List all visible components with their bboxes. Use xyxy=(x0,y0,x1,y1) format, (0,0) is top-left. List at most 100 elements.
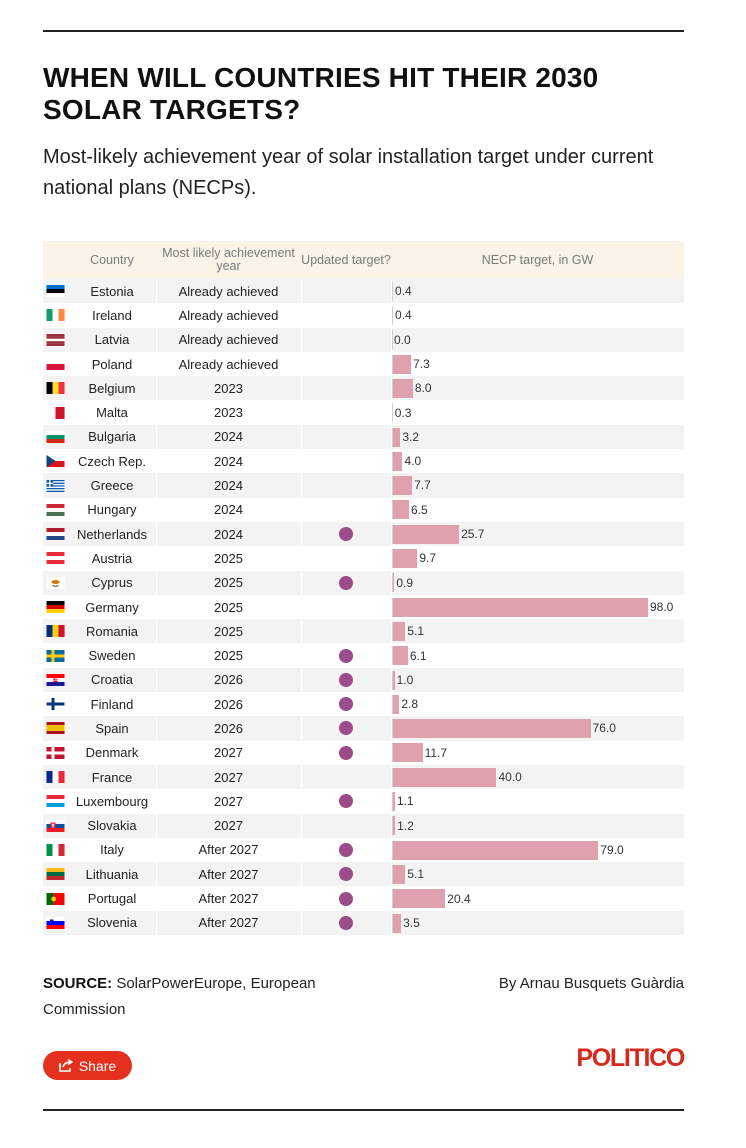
updated-cell xyxy=(301,692,391,716)
flag-cell xyxy=(43,522,68,546)
updated-target-dot xyxy=(339,891,353,906)
share-button[interactable]: Share xyxy=(43,1051,132,1080)
bar-baseline xyxy=(392,621,393,641)
year-cell: 2027 xyxy=(214,818,243,834)
table-row: Slovenia After 2027 xyxy=(43,910,684,936)
year-cell: 2027 xyxy=(214,769,243,785)
source-label: SOURCE: xyxy=(43,975,113,992)
year-cell: 2025 xyxy=(214,599,243,615)
cyprus-flag-icon xyxy=(46,576,65,589)
updated-target-dot xyxy=(339,794,353,809)
flag-cell xyxy=(43,741,68,765)
year-cell: 2025 xyxy=(214,623,243,639)
bar-baseline xyxy=(392,378,393,398)
updated-target-dot xyxy=(339,745,353,760)
flag-cell xyxy=(43,668,68,692)
bar-value-label: 4.0 xyxy=(404,454,422,469)
column-header-necp: NECP target, in GW xyxy=(481,252,594,267)
updated-target-dot xyxy=(339,867,353,882)
table-row: Czech Rep. 2024 xyxy=(43,449,684,473)
bar-baseline xyxy=(392,840,393,860)
bar-bulgaria xyxy=(392,427,401,447)
table-row: Netherlands 2024 xyxy=(43,521,684,547)
netherlands-flag-icon xyxy=(46,528,65,541)
bar-value-label: 3.2 xyxy=(402,429,420,444)
flag-cell xyxy=(43,279,68,303)
year-cell: After 2027 xyxy=(198,891,259,907)
table-row: Italy After 2027 xyxy=(43,838,684,862)
bar-germany xyxy=(392,597,648,617)
year-cell: After 2027 xyxy=(198,866,259,882)
bar-netherlands xyxy=(392,524,460,544)
flag-cell xyxy=(43,886,68,910)
bar-value-label: 25.7 xyxy=(461,527,485,541)
bar-value-label: 7.3 xyxy=(413,356,430,371)
croatia-flag-icon xyxy=(46,673,65,686)
year-cell: Already achieved xyxy=(178,307,279,323)
bar-baseline xyxy=(392,549,393,568)
table-row: Hungary 2024 xyxy=(43,498,684,522)
year-cell: 2025 xyxy=(214,648,243,664)
flag-cell xyxy=(43,546,68,570)
portugal-flag-icon xyxy=(46,892,65,905)
country-cell: Greece xyxy=(90,478,134,494)
bar-baseline xyxy=(392,354,393,374)
bottom-rule xyxy=(43,1109,684,1111)
updated-cell xyxy=(301,400,391,424)
updated-target-dot xyxy=(339,842,353,857)
country-cell: Italy xyxy=(100,842,124,858)
bar-value-label: 3.5 xyxy=(403,915,420,930)
bar-baseline xyxy=(392,889,393,909)
italy-flag-icon xyxy=(46,843,65,856)
bar-lithuania xyxy=(392,864,406,884)
updated-cell xyxy=(301,619,391,643)
bulgaria-flag-icon xyxy=(46,430,65,443)
romania-flag-icon xyxy=(46,625,65,638)
column-separator xyxy=(156,279,157,936)
country-cell: Croatia xyxy=(91,672,133,688)
malta-flag-icon xyxy=(46,406,65,419)
table-row: Finland 2026 xyxy=(43,692,684,716)
updated-target-dot xyxy=(339,697,353,712)
necp-bar-chart: 0.4 0.4 0.0 7.3 8.0 0.3 3.2 4.0 7.7 6.5 25.7 9.7 0.9… xyxy=(391,279,684,935)
bar-value-label: 0.4 xyxy=(395,308,412,323)
source-note: SOURCE: SolarPowerEurope, European Commi… xyxy=(43,971,383,1023)
country-cell: Spain xyxy=(95,720,129,736)
table-row: Estonia Already achieved xyxy=(43,279,684,304)
estonia-flag-icon xyxy=(46,285,65,298)
updated-cell xyxy=(301,352,391,376)
updated-target-dot xyxy=(339,575,353,590)
bar-czech-rep- xyxy=(392,451,403,471)
year-cell: 2026 xyxy=(214,696,243,712)
flag-cell xyxy=(43,716,68,740)
politico-logo[interactable]: POLITICO xyxy=(576,1044,685,1072)
bar-luxembourg xyxy=(392,792,395,811)
table-row: Greece 2024 xyxy=(43,473,684,498)
table-row: Sweden 2025 xyxy=(43,643,684,667)
bar-baseline xyxy=(392,476,393,496)
bar-baseline xyxy=(392,792,393,811)
flag-cell xyxy=(43,643,68,667)
sweden-flag-icon xyxy=(46,649,65,662)
table-row: Cyprus 2025 xyxy=(43,570,684,595)
flag-cell xyxy=(43,789,68,813)
bar-value-label: 0.0 xyxy=(394,332,411,347)
flag-cell xyxy=(43,303,68,327)
table-row: Germany 2025 xyxy=(43,595,684,619)
column-header-country: Country xyxy=(90,252,134,267)
austria-flag-icon xyxy=(46,552,65,565)
table-row: Slovakia 2027 xyxy=(43,813,684,838)
table-row: Latvia Already achieved xyxy=(43,327,684,352)
flag-cell xyxy=(43,595,68,619)
country-cell: Cyprus xyxy=(91,575,133,591)
table-row: Austria 2025 xyxy=(43,546,684,570)
bar-baseline xyxy=(392,451,393,471)
bar-value-label: 1.1 xyxy=(396,794,414,809)
updated-cell xyxy=(301,473,391,497)
country-cell: France xyxy=(91,769,133,785)
bar-denmark xyxy=(392,743,423,763)
table-row: Belgium 2023 xyxy=(43,376,684,401)
bar-value-label: 20.4 xyxy=(447,891,471,906)
country-cell: Austria xyxy=(91,550,133,566)
chart-subtitle: Most-likely achievement year of solar in… xyxy=(43,146,654,199)
